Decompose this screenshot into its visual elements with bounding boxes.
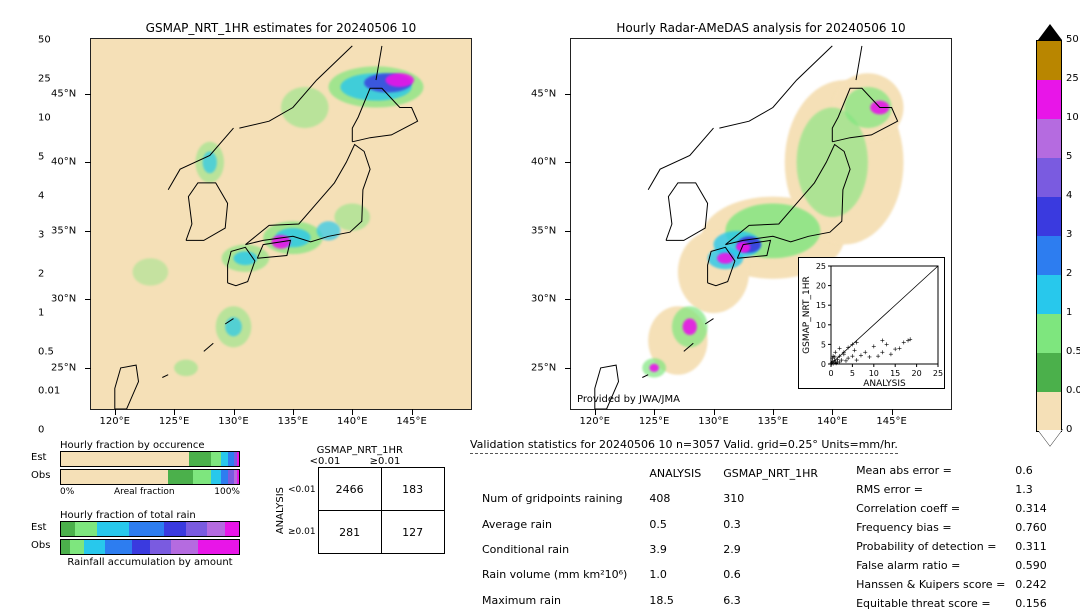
validation-right-table: Mean abs error =0.6RMS error =1.3Correla… xyxy=(850,460,1053,614)
tr-est-label: Est xyxy=(31,522,46,533)
colorbar-label: 25 xyxy=(1066,73,1079,84)
vlt-h1: ANALYSIS xyxy=(639,462,711,485)
colorbar-label: 4 xyxy=(1066,190,1072,201)
cont-c10: 281 xyxy=(318,511,381,554)
svg-text:15: 15 xyxy=(890,369,900,378)
right-map-title: Hourly Radar-AMeDAS analysis for 2024050… xyxy=(571,21,951,35)
cont-col0: <0.01 xyxy=(295,456,355,467)
occurrence-est-row: Est xyxy=(60,451,240,467)
totalrain-title: Hourly fraction of total rain xyxy=(60,510,240,521)
cont-row1: ≥0.01 xyxy=(288,527,316,537)
vlt-h2: GSMAP_NRT_1HR xyxy=(713,462,828,485)
totalrain-footer: Rainfall accumulation by amount xyxy=(60,557,240,568)
svg-text:0: 0 xyxy=(821,360,826,369)
occurrence-obs-row: Obs xyxy=(60,469,240,485)
svg-text:10: 10 xyxy=(869,369,879,378)
colorbar-label: 0.01 xyxy=(1066,385,1080,396)
validation-block: Validation statistics for 20240506 10 n=… xyxy=(470,438,1060,614)
cont-col-header: GSMAP_NRT_1HR xyxy=(275,445,445,456)
colorbar-label: 10 xyxy=(1066,112,1079,123)
svg-text:0: 0 xyxy=(828,369,833,378)
totalrain-est-row: Est xyxy=(60,521,240,537)
cont-c11: 127 xyxy=(381,511,444,554)
tr-obs-label: Obs xyxy=(31,540,50,551)
occ-axis-1: Areal fraction xyxy=(114,487,175,497)
occ-axis-0: 0% xyxy=(60,487,74,497)
svg-text:5: 5 xyxy=(850,369,855,378)
cont-c01: 183 xyxy=(381,468,444,511)
left-map-title: GSMAP_NRT_1HR estimates for 20240506 10 xyxy=(91,21,471,35)
cont-row-header: ANALYSIS xyxy=(275,487,286,534)
occurrence-block: Hourly fraction by occurence Est Obs 0% … xyxy=(60,440,240,497)
totalrain-block: Hourly fraction of total rain Est Obs Ra… xyxy=(60,510,240,568)
totalrain-obs-row: Obs xyxy=(60,539,240,555)
svg-text:20: 20 xyxy=(912,369,922,378)
cont-c00: 2466 xyxy=(318,468,381,511)
occ-axis-2: 100% xyxy=(214,487,240,497)
contingency-block: GSMAP_NRT_1HR <0.01 ≥0.01 ANALYSIS <0.01… xyxy=(275,445,445,554)
colorbar-label: 0 xyxy=(1066,424,1072,435)
svg-text:10: 10 xyxy=(816,321,826,330)
svg-text:20: 20 xyxy=(816,282,826,291)
colorbar-label: 3 xyxy=(1066,229,1072,240)
validation-left-table: ANALYSIS GSMAP_NRT_1HR Num of gridpoints… xyxy=(470,460,830,614)
colorbar-label: 5 xyxy=(1066,151,1072,162)
cont-row0: <0.01 xyxy=(288,485,316,495)
colorbar-label: 2 xyxy=(1066,268,1072,279)
contingency-table: 2466 183 281 127 xyxy=(318,467,445,554)
colorbar-label: 50 xyxy=(1066,34,1079,45)
svg-text:25: 25 xyxy=(933,369,943,378)
colorbar-label: 1 xyxy=(1066,307,1072,318)
occ-obs-label: Obs xyxy=(31,470,50,481)
occ-est-label: Est xyxy=(31,452,46,463)
validation-title: Validation statistics for 20240506 10 n=… xyxy=(470,438,898,454)
colorbar-label: 0.5 xyxy=(1066,346,1080,357)
cont-col1: ≥0.01 xyxy=(355,456,415,467)
occurrence-title: Hourly fraction by occurence xyxy=(60,440,240,451)
